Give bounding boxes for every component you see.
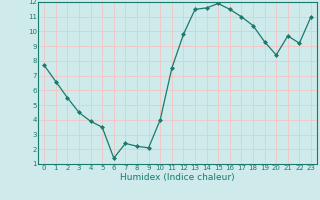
X-axis label: Humidex (Indice chaleur): Humidex (Indice chaleur) (120, 173, 235, 182)
